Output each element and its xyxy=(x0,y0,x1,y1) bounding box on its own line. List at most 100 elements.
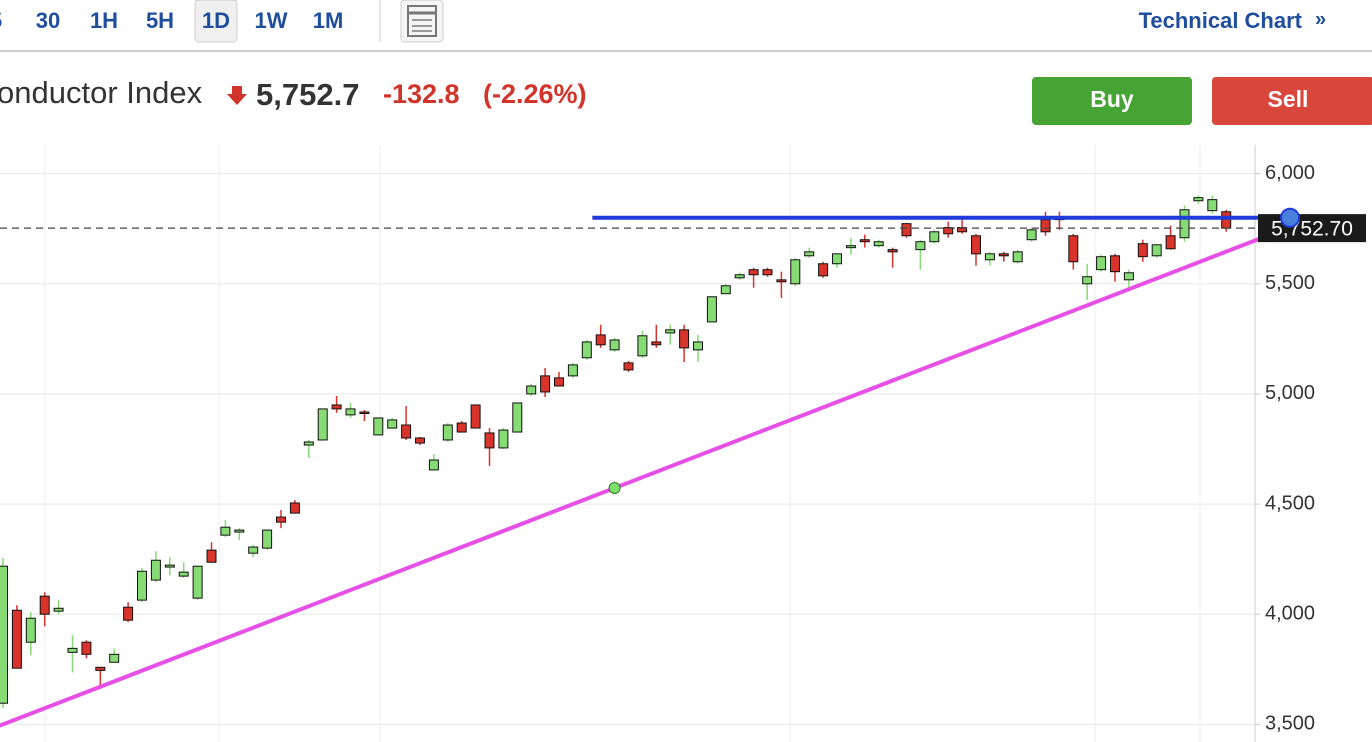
interval-button[interactable]: 30 xyxy=(36,8,60,33)
candle-body xyxy=(1137,243,1148,258)
candle-body xyxy=(790,259,801,285)
candle-body xyxy=(581,341,592,359)
candle-body xyxy=(873,241,884,247)
candle-body xyxy=(1026,229,1037,241)
y-tick-label: 3,500 xyxy=(1265,713,1315,735)
candle-body xyxy=(11,609,22,669)
candle-body xyxy=(109,653,120,663)
candle-body xyxy=(567,364,578,377)
candle-body xyxy=(0,565,8,704)
buy-label[interactable]: Buy xyxy=(1090,86,1134,112)
candle-body xyxy=(150,559,161,581)
technical-chart-link[interactable]: Technical Chart xyxy=(1139,8,1303,33)
candle-body xyxy=(720,285,731,295)
candle-body xyxy=(526,385,537,395)
candle-body xyxy=(887,249,898,253)
candle-body xyxy=(53,607,64,612)
candle-body xyxy=(262,529,273,549)
candle-body xyxy=(442,424,453,441)
candle-body xyxy=(345,408,356,416)
interval-button[interactable]: 1M xyxy=(313,8,344,33)
layout-icon[interactable] xyxy=(400,0,444,43)
candle-body xyxy=(289,502,300,514)
interval-button[interactable]: 5 xyxy=(0,8,2,33)
candle-body xyxy=(984,253,995,261)
candle-body xyxy=(1193,197,1204,202)
candle-body xyxy=(1151,244,1162,257)
candle-body xyxy=(776,279,787,283)
candle-body xyxy=(401,424,412,439)
y-tick-label: 4,000 xyxy=(1265,603,1315,625)
candle-body xyxy=(1165,235,1176,250)
change-pct: (-2.26%) xyxy=(483,79,587,109)
interval-button[interactable]: 1W xyxy=(255,8,288,33)
interval-button[interactable]: 1H xyxy=(90,8,118,33)
candle-body xyxy=(1110,255,1120,273)
candle-body xyxy=(971,235,981,255)
candle-body xyxy=(623,362,634,371)
candle-body xyxy=(248,546,259,554)
candle-body xyxy=(39,595,50,615)
candle-body xyxy=(373,417,384,436)
selected-interval-bg[interactable] xyxy=(194,0,238,43)
buy-button[interactable]: Buy xyxy=(1032,77,1192,125)
candle-body xyxy=(1068,235,1079,263)
interval-button[interactable]: 5H xyxy=(146,8,174,33)
index-name: onductor Index xyxy=(0,75,203,110)
candle-body xyxy=(428,459,439,471)
candle-body xyxy=(415,437,425,444)
candle-body xyxy=(734,274,745,279)
horizontal-line-handle[interactable] xyxy=(1280,207,1300,228)
candle-body xyxy=(81,641,92,655)
candle-body xyxy=(1082,276,1093,285)
candle-body xyxy=(123,606,134,621)
sell-button[interactable]: Sell xyxy=(1212,77,1372,125)
candle-body xyxy=(1040,219,1051,233)
candle-body xyxy=(164,564,175,568)
candle-body xyxy=(929,231,940,243)
candle-body xyxy=(762,269,773,276)
candle-body xyxy=(498,429,509,449)
candle-body xyxy=(178,571,189,577)
candle-body xyxy=(331,404,342,410)
chevron[interactable]: » xyxy=(1315,8,1326,30)
candle-body xyxy=(1123,272,1134,281)
sell-label[interactable]: Sell xyxy=(1268,86,1309,112)
candle-body xyxy=(1096,256,1107,271)
candle-body xyxy=(748,269,759,276)
candle-body xyxy=(818,263,829,277)
candle-body xyxy=(512,402,523,433)
candle-body xyxy=(665,329,676,334)
candle-body xyxy=(998,253,1009,257)
candle-body xyxy=(679,329,690,349)
candle-body xyxy=(832,253,842,265)
y-tick-label: 6,000 xyxy=(1265,162,1315,184)
candle-body xyxy=(206,549,217,563)
trendline-anchor[interactable] xyxy=(608,481,621,494)
candle-body xyxy=(234,529,245,533)
down-arrow xyxy=(227,86,247,105)
trendline xyxy=(0,228,1283,728)
candle-body xyxy=(67,647,78,653)
candle-body xyxy=(303,441,314,446)
candle-body xyxy=(637,335,648,357)
candle-body xyxy=(859,239,870,243)
last-price-box xyxy=(1258,214,1366,243)
change: -132.8 xyxy=(383,79,460,109)
candle-body xyxy=(456,422,467,433)
candle-body xyxy=(470,404,481,429)
v-grid xyxy=(44,145,1201,742)
candle-body xyxy=(137,570,147,601)
candle-body xyxy=(387,419,398,429)
candle-body xyxy=(192,565,203,599)
y-tick-label: 4,500 xyxy=(1265,492,1315,514)
candle-body xyxy=(915,241,926,251)
candle-body xyxy=(25,617,36,643)
candle-body xyxy=(220,526,231,536)
candle-body xyxy=(554,377,564,387)
candle-body xyxy=(484,432,495,449)
candle-body xyxy=(1221,211,1232,229)
candle-body xyxy=(1207,199,1218,212)
interval-button[interactable]: 1D xyxy=(202,8,230,33)
